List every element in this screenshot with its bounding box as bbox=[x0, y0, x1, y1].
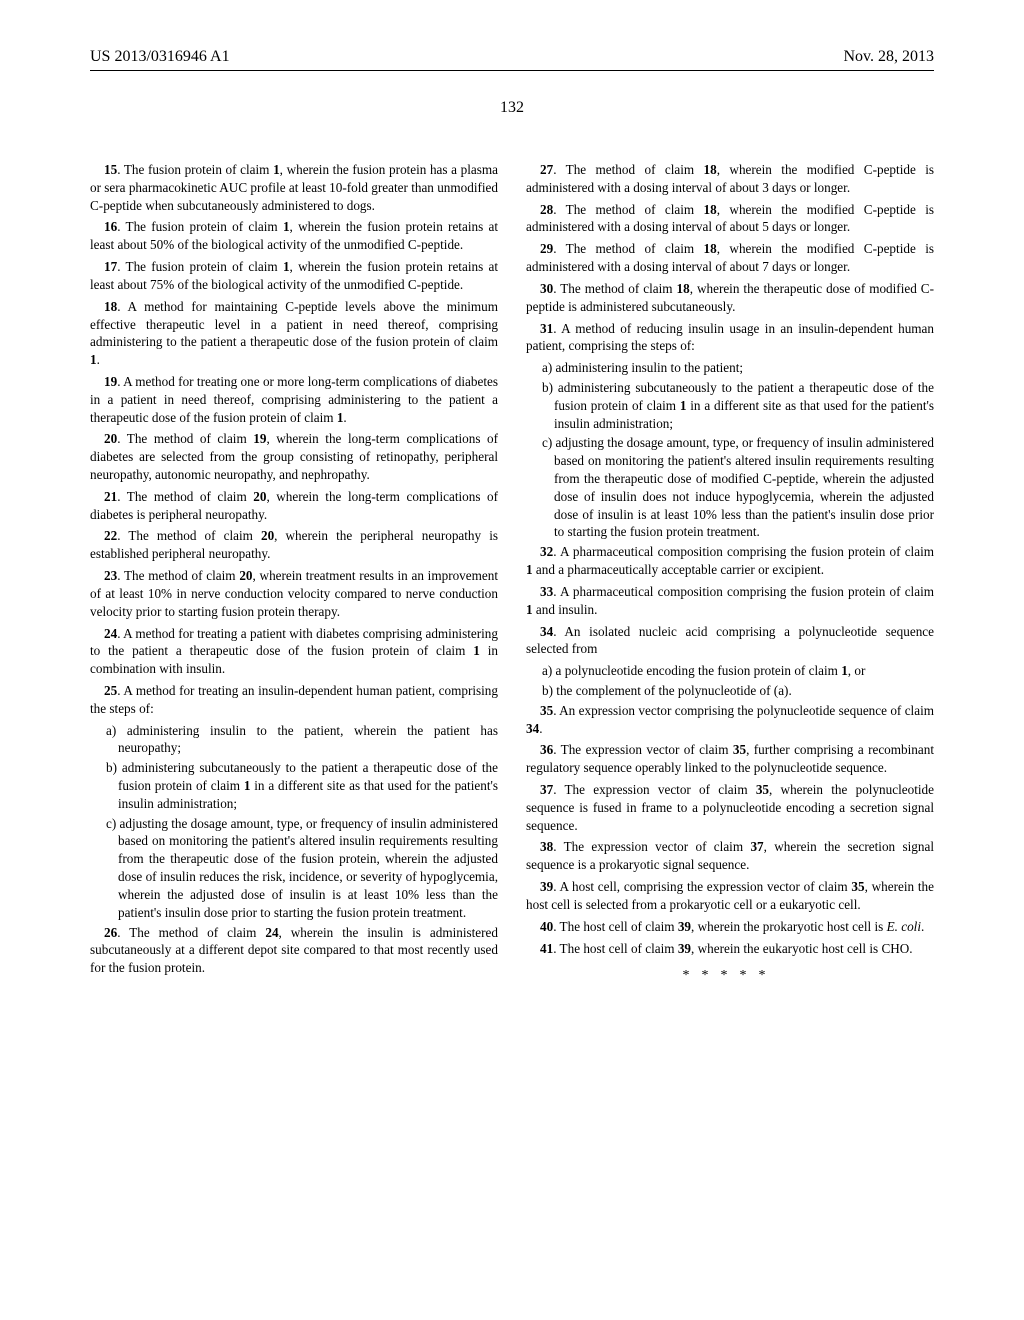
claim-26: 26. The method of claim 24, wherein the … bbox=[90, 924, 498, 977]
claim-28: 28. The method of claim 18, wherein the … bbox=[526, 201, 934, 237]
claim-21: 21. The method of claim 20, wherein the … bbox=[90, 488, 498, 524]
claim-32: 32. A pharmaceutical composition compris… bbox=[526, 543, 934, 579]
claim-40: 40. The host cell of claim 39, wherein t… bbox=[526, 918, 934, 936]
claim-24: 24. A method for treating a patient with… bbox=[90, 625, 498, 678]
claim-22: 22. The method of claim 20, wherein the … bbox=[90, 527, 498, 563]
claim-16: 16. The fusion protein of claim 1, where… bbox=[90, 218, 498, 254]
claim-41: 41. The host cell of claim 39, wherein t… bbox=[526, 940, 934, 958]
claim-34-sub-1: b) the complement of the polynucleotide … bbox=[526, 682, 934, 700]
claim-25-sub-1: b) administering subcutaneously to the p… bbox=[90, 759, 498, 812]
claim-31-sub-1: b) administering subcutaneously to the p… bbox=[526, 379, 934, 432]
claim-33: 33. A pharmaceutical composition compris… bbox=[526, 583, 934, 619]
claim-39: 39. A host cell, comprising the expressi… bbox=[526, 878, 934, 914]
pub-number: US 2013/0316946 A1 bbox=[90, 48, 230, 66]
claim-31: 31. A method of reducing insulin usage i… bbox=[526, 320, 934, 356]
claim-29: 29. The method of claim 18, wherein the … bbox=[526, 240, 934, 276]
pub-date: Nov. 28, 2013 bbox=[843, 48, 934, 66]
end-stars: ***** bbox=[526, 967, 934, 986]
header: US 2013/0316946 A1 Nov. 28, 2013 bbox=[90, 48, 934, 66]
claim-20: 20. The method of claim 19, wherein the … bbox=[90, 430, 498, 483]
page-number: 132 bbox=[90, 99, 934, 117]
claim-34-sub-0: a) a polynucleotide encoding the fusion … bbox=[526, 662, 934, 680]
claim-31-sub-0: a) administering insulin to the patient; bbox=[526, 359, 934, 377]
claim-25-sub-2: c) adjusting the dosage amount, type, or… bbox=[90, 815, 498, 922]
claim-23: 23. The method of claim 20, wherein trea… bbox=[90, 567, 498, 620]
claim-31-sub-2: c) adjusting the dosage amount, type, or… bbox=[526, 434, 934, 541]
claim-38: 38. The expression vector of claim 37, w… bbox=[526, 838, 934, 874]
claim-37: 37. The expression vector of claim 35, w… bbox=[526, 781, 934, 834]
claim-25-sub-0: a) administering insulin to the patient,… bbox=[90, 722, 498, 758]
claim-36: 36. The expression vector of claim 35, f… bbox=[526, 741, 934, 777]
claim-34: 34. An isolated nucleic acid comprising … bbox=[526, 623, 934, 659]
claim-25: 25. A method for treating an insulin-dep… bbox=[90, 682, 498, 718]
claim-18: 18. A method for maintaining C-peptide l… bbox=[90, 298, 498, 369]
claim-35: 35. An expression vector comprising the … bbox=[526, 702, 934, 738]
claim-17: 17. The fusion protein of claim 1, where… bbox=[90, 258, 498, 294]
claim-27: 27. The method of claim 18, wherein the … bbox=[526, 161, 934, 197]
claim-15: 15. The fusion protein of claim 1, where… bbox=[90, 161, 498, 214]
claim-19: 19. A method for treating one or more lo… bbox=[90, 373, 498, 426]
divider bbox=[90, 70, 934, 71]
claim-30: 30. The method of claim 18, wherein the … bbox=[526, 280, 934, 316]
claims-columns: 15. The fusion protein of claim 1, where… bbox=[90, 161, 934, 986]
